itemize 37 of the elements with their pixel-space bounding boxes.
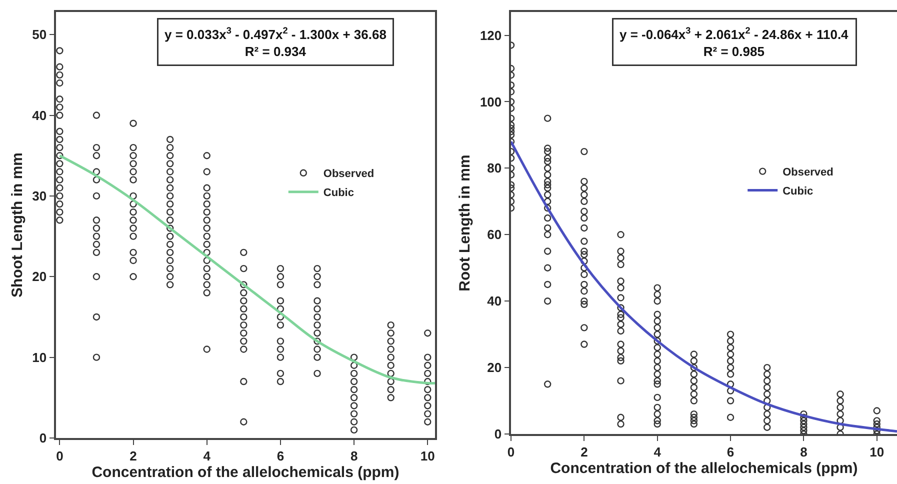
x-axis-title: Concentration of the allelochemicals (ppm) <box>550 460 858 477</box>
annotation: y = -0.064x$^{3}$ + 2.061x$^{2}$ - 24.86x + 110.4 <box>620 26 850 42</box>
y-tick-label: 20 <box>487 360 502 376</box>
x-tick-label: 0 <box>56 448 64 464</box>
x-tick-label: 0 <box>507 444 515 460</box>
legend-label: Cubic <box>323 187 354 200</box>
y-tick-label: 10 <box>32 350 47 365</box>
annotation: y = 0.033x$^{3}$ - 0.497x$^{2}$ - 1.300x + 36.68 <box>164 26 386 42</box>
x-tick-label: 10 <box>870 444 884 460</box>
legend-label: Observed <box>323 168 374 180</box>
y-tick-label: 20 <box>32 269 47 284</box>
x-tick-label: 4 <box>203 448 212 464</box>
x-axis-title: Concentration of the allelochemicals (ppm) <box>92 464 400 481</box>
x-tick-label: 10 <box>420 448 435 464</box>
y-tick-label: 30 <box>32 188 47 204</box>
y-tick-label: 100 <box>480 94 502 110</box>
y-tick-label: 0 <box>494 426 502 442</box>
x-tick-label: 2 <box>130 448 137 464</box>
x-tick-label: 8 <box>350 448 358 464</box>
x-tick-label: 6 <box>276 448 284 464</box>
x-tick-label: 8 <box>800 444 808 460</box>
legend-label: Observed <box>782 166 834 179</box>
y-tick-label: 80 <box>487 160 502 176</box>
y-tick-label: 120 <box>480 28 502 43</box>
y-tick-label: 60 <box>487 227 502 242</box>
annotation: R² = 0.985 <box>703 44 764 59</box>
x-tick-label: 2 <box>580 444 588 460</box>
y-tick-label: 0 <box>39 430 47 446</box>
y-tick-label: 40 <box>32 108 47 123</box>
y-tick-label: 50 <box>32 27 47 42</box>
legend-label: Cubic <box>782 186 814 198</box>
y-axis-title: Root Length in mm <box>456 154 474 292</box>
y-tick-label: 40 <box>487 294 502 309</box>
x-tick-label: 6 <box>726 444 734 460</box>
y-axis-title: Shoot Length in mm <box>8 152 26 298</box>
annotation: R² = 0.934 <box>244 44 307 59</box>
x-tick-label: 4 <box>654 444 662 460</box>
